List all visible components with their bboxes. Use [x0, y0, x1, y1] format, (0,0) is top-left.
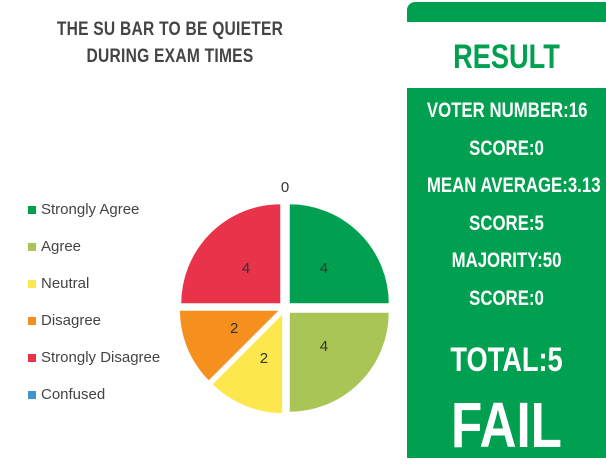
- legend-swatch: [28, 206, 36, 214]
- legend-label: Confused: [41, 386, 105, 403]
- result-line-text: MEAN AVERAGE:3.13: [426, 174, 601, 197]
- chart: Strongly Agree Agree Neutral Disagree Strong…: [28, 179, 390, 415]
- result-line: SCORE:0: [407, 130, 606, 168]
- result-line-text: SCORE:0: [469, 286, 544, 310]
- result-line: MAJORITY:50: [407, 242, 606, 280]
- legend-label: Agree: [41, 238, 81, 255]
- result-box: VOTER NUMBER:16 SCORE:0 MEAN AVERAGE:3.13 S…: [407, 88, 606, 461]
- result-line-text: SCORE:5: [469, 211, 544, 235]
- pie-slice: [288, 311, 390, 413]
- value-label: 0: [281, 179, 289, 196]
- result-line: SCORE:0: [407, 280, 606, 318]
- legend-swatch: [28, 280, 36, 288]
- result-line-text: VOTER NUMBER:16: [426, 99, 588, 122]
- result-line: VOTER NUMBER:16: [407, 92, 606, 130]
- result-line: SCORE:5: [407, 205, 606, 243]
- result-title-text: RESULT: [453, 38, 560, 76]
- legend-label: Strongly Agree: [41, 201, 139, 218]
- result-lines: VOTER NUMBER:16 SCORE:0 MEAN AVERAGE:3.13 S…: [407, 88, 606, 317]
- pie-slice: [180, 203, 282, 305]
- chart-title: THE SU BAR TO BE QUIETER DURING EXAM TIM…: [56, 19, 284, 67]
- total-text: TOTAL:5: [450, 341, 563, 379]
- legend-label: Strongly Disagree: [41, 349, 160, 366]
- result-total: TOTAL:5: [407, 335, 606, 385]
- legend-swatch: [28, 354, 36, 362]
- value-label: 2: [260, 350, 268, 367]
- pie-slice: [178, 309, 281, 382]
- legend-label: Disagree: [41, 312, 101, 329]
- result-title: RESULT: [407, 38, 606, 77]
- value-label: 4: [320, 338, 328, 355]
- verdict-text: FAIL: [451, 389, 562, 461]
- pie-slice: [211, 312, 284, 415]
- value-label: 4: [320, 260, 328, 277]
- result-line-text: SCORE:0: [469, 136, 544, 160]
- legend-swatch: [28, 391, 36, 399]
- pie-slice: [288, 203, 390, 305]
- result-line-text: MAJORITY:50: [451, 249, 562, 272]
- legend-swatch: [28, 243, 36, 251]
- legend-swatch: [28, 317, 36, 325]
- value-label: 2: [230, 320, 238, 337]
- legend-label: Neutral: [41, 275, 89, 292]
- result-verdict: FAIL: [407, 385, 606, 465]
- value-label: 4: [242, 260, 250, 277]
- result-tab: [407, 2, 606, 22]
- result-line: MEAN AVERAGE:3.13: [407, 167, 606, 205]
